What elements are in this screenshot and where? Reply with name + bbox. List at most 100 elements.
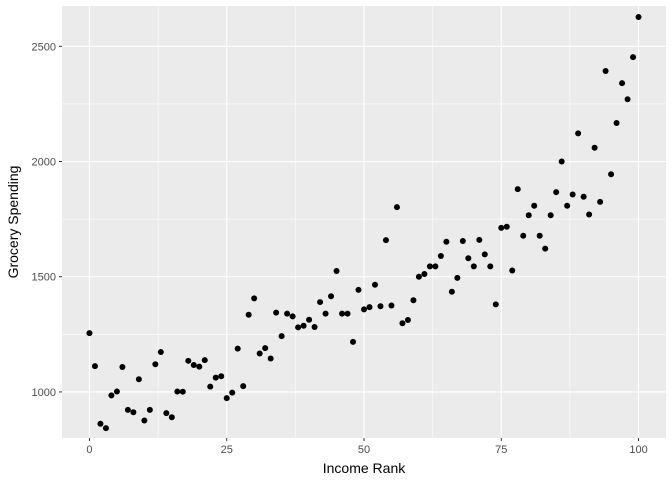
data-point: [267, 355, 274, 362]
data-point: [333, 267, 340, 274]
data-point: [459, 238, 466, 245]
data-point: [86, 330, 93, 337]
data-point: [284, 310, 291, 317]
data-point: [344, 310, 351, 317]
data-point: [300, 322, 307, 329]
data-point: [377, 303, 384, 310]
data-point: [635, 14, 642, 21]
data-point: [289, 313, 296, 320]
data-point: [306, 316, 313, 323]
data-point: [399, 320, 406, 327]
data-point: [613, 120, 620, 127]
data-point: [251, 295, 258, 302]
data-point: [492, 301, 499, 308]
data-point: [426, 263, 433, 270]
data-point: [536, 232, 543, 239]
data-point: [476, 236, 483, 243]
data-point: [119, 364, 126, 371]
data-point: [608, 171, 615, 178]
data-point: [355, 286, 362, 293]
data-point: [547, 212, 554, 219]
data-point: [432, 263, 439, 270]
data-point: [525, 212, 532, 219]
data-point: [295, 324, 302, 331]
data-point: [328, 293, 335, 300]
y-axis-ticks: 1000 1500 2000 2500: [32, 41, 62, 399]
x-tick-label: 0: [86, 444, 92, 456]
data-point: [564, 202, 571, 209]
data-point: [520, 232, 527, 239]
data-point: [311, 323, 318, 330]
data-point: [586, 211, 593, 218]
data-point: [366, 304, 373, 311]
data-point: [196, 363, 203, 370]
data-point: [234, 345, 241, 352]
data-point: [339, 310, 346, 317]
data-point: [503, 223, 510, 230]
data-point: [102, 425, 109, 432]
data-point: [415, 273, 422, 280]
major-gridlines: [62, 6, 666, 438]
data-points: [86, 14, 642, 432]
data-point: [113, 388, 120, 395]
data-point: [410, 297, 417, 304]
data-point: [361, 306, 367, 313]
data-point: [569, 191, 576, 198]
data-point: [207, 383, 214, 390]
y-tick-label: 1000: [32, 387, 56, 399]
data-point: [602, 67, 609, 74]
data-point: [229, 389, 236, 396]
data-point: [393, 204, 400, 211]
data-point: [124, 406, 131, 413]
data-point: [514, 186, 521, 193]
data-point: [152, 361, 159, 368]
data-point: [437, 252, 444, 259]
data-point: [591, 144, 598, 151]
data-point: [421, 270, 428, 277]
data-point: [580, 193, 587, 200]
data-point: [470, 263, 477, 270]
data-point: [278, 333, 285, 340]
data-point: [509, 267, 516, 274]
data-point: [174, 388, 181, 395]
data-point: [179, 388, 186, 395]
data-point: [481, 251, 488, 258]
data-point: [388, 302, 395, 309]
data-point: [141, 417, 148, 424]
data-point: [135, 376, 142, 383]
data-point: [130, 409, 137, 416]
data-point: [558, 158, 565, 165]
data-point: [317, 299, 324, 306]
data-point: [91, 363, 98, 370]
y-tick-label: 2500: [32, 41, 56, 53]
data-point: [273, 309, 280, 316]
data-point: [630, 54, 637, 61]
data-point: [97, 420, 104, 427]
data-point: [190, 361, 197, 368]
data-point: [454, 274, 461, 281]
data-point: [575, 130, 582, 137]
data-point: [498, 224, 505, 231]
data-point: [218, 373, 225, 380]
y-tick-label: 1500: [32, 272, 56, 284]
y-axis-title: Grocery Spending: [5, 166, 21, 279]
data-point: [371, 281, 378, 288]
data-point: [256, 350, 263, 357]
data-point: [487, 263, 494, 270]
data-point: [542, 245, 549, 252]
x-tick-label: 25: [221, 444, 233, 456]
y-tick-label: 2000: [32, 157, 56, 169]
data-point: [350, 338, 357, 345]
data-point: [212, 374, 219, 381]
data-point: [465, 255, 472, 262]
data-point: [163, 410, 170, 417]
data-point: [240, 383, 247, 390]
data-point: [262, 345, 269, 352]
data-point: [443, 238, 450, 245]
x-tick-label: 100: [629, 444, 647, 456]
data-point: [597, 198, 604, 205]
data-point: [448, 288, 455, 295]
x-axis-ticks: 0 25 50 75 100: [86, 438, 648, 456]
data-point: [619, 80, 626, 87]
